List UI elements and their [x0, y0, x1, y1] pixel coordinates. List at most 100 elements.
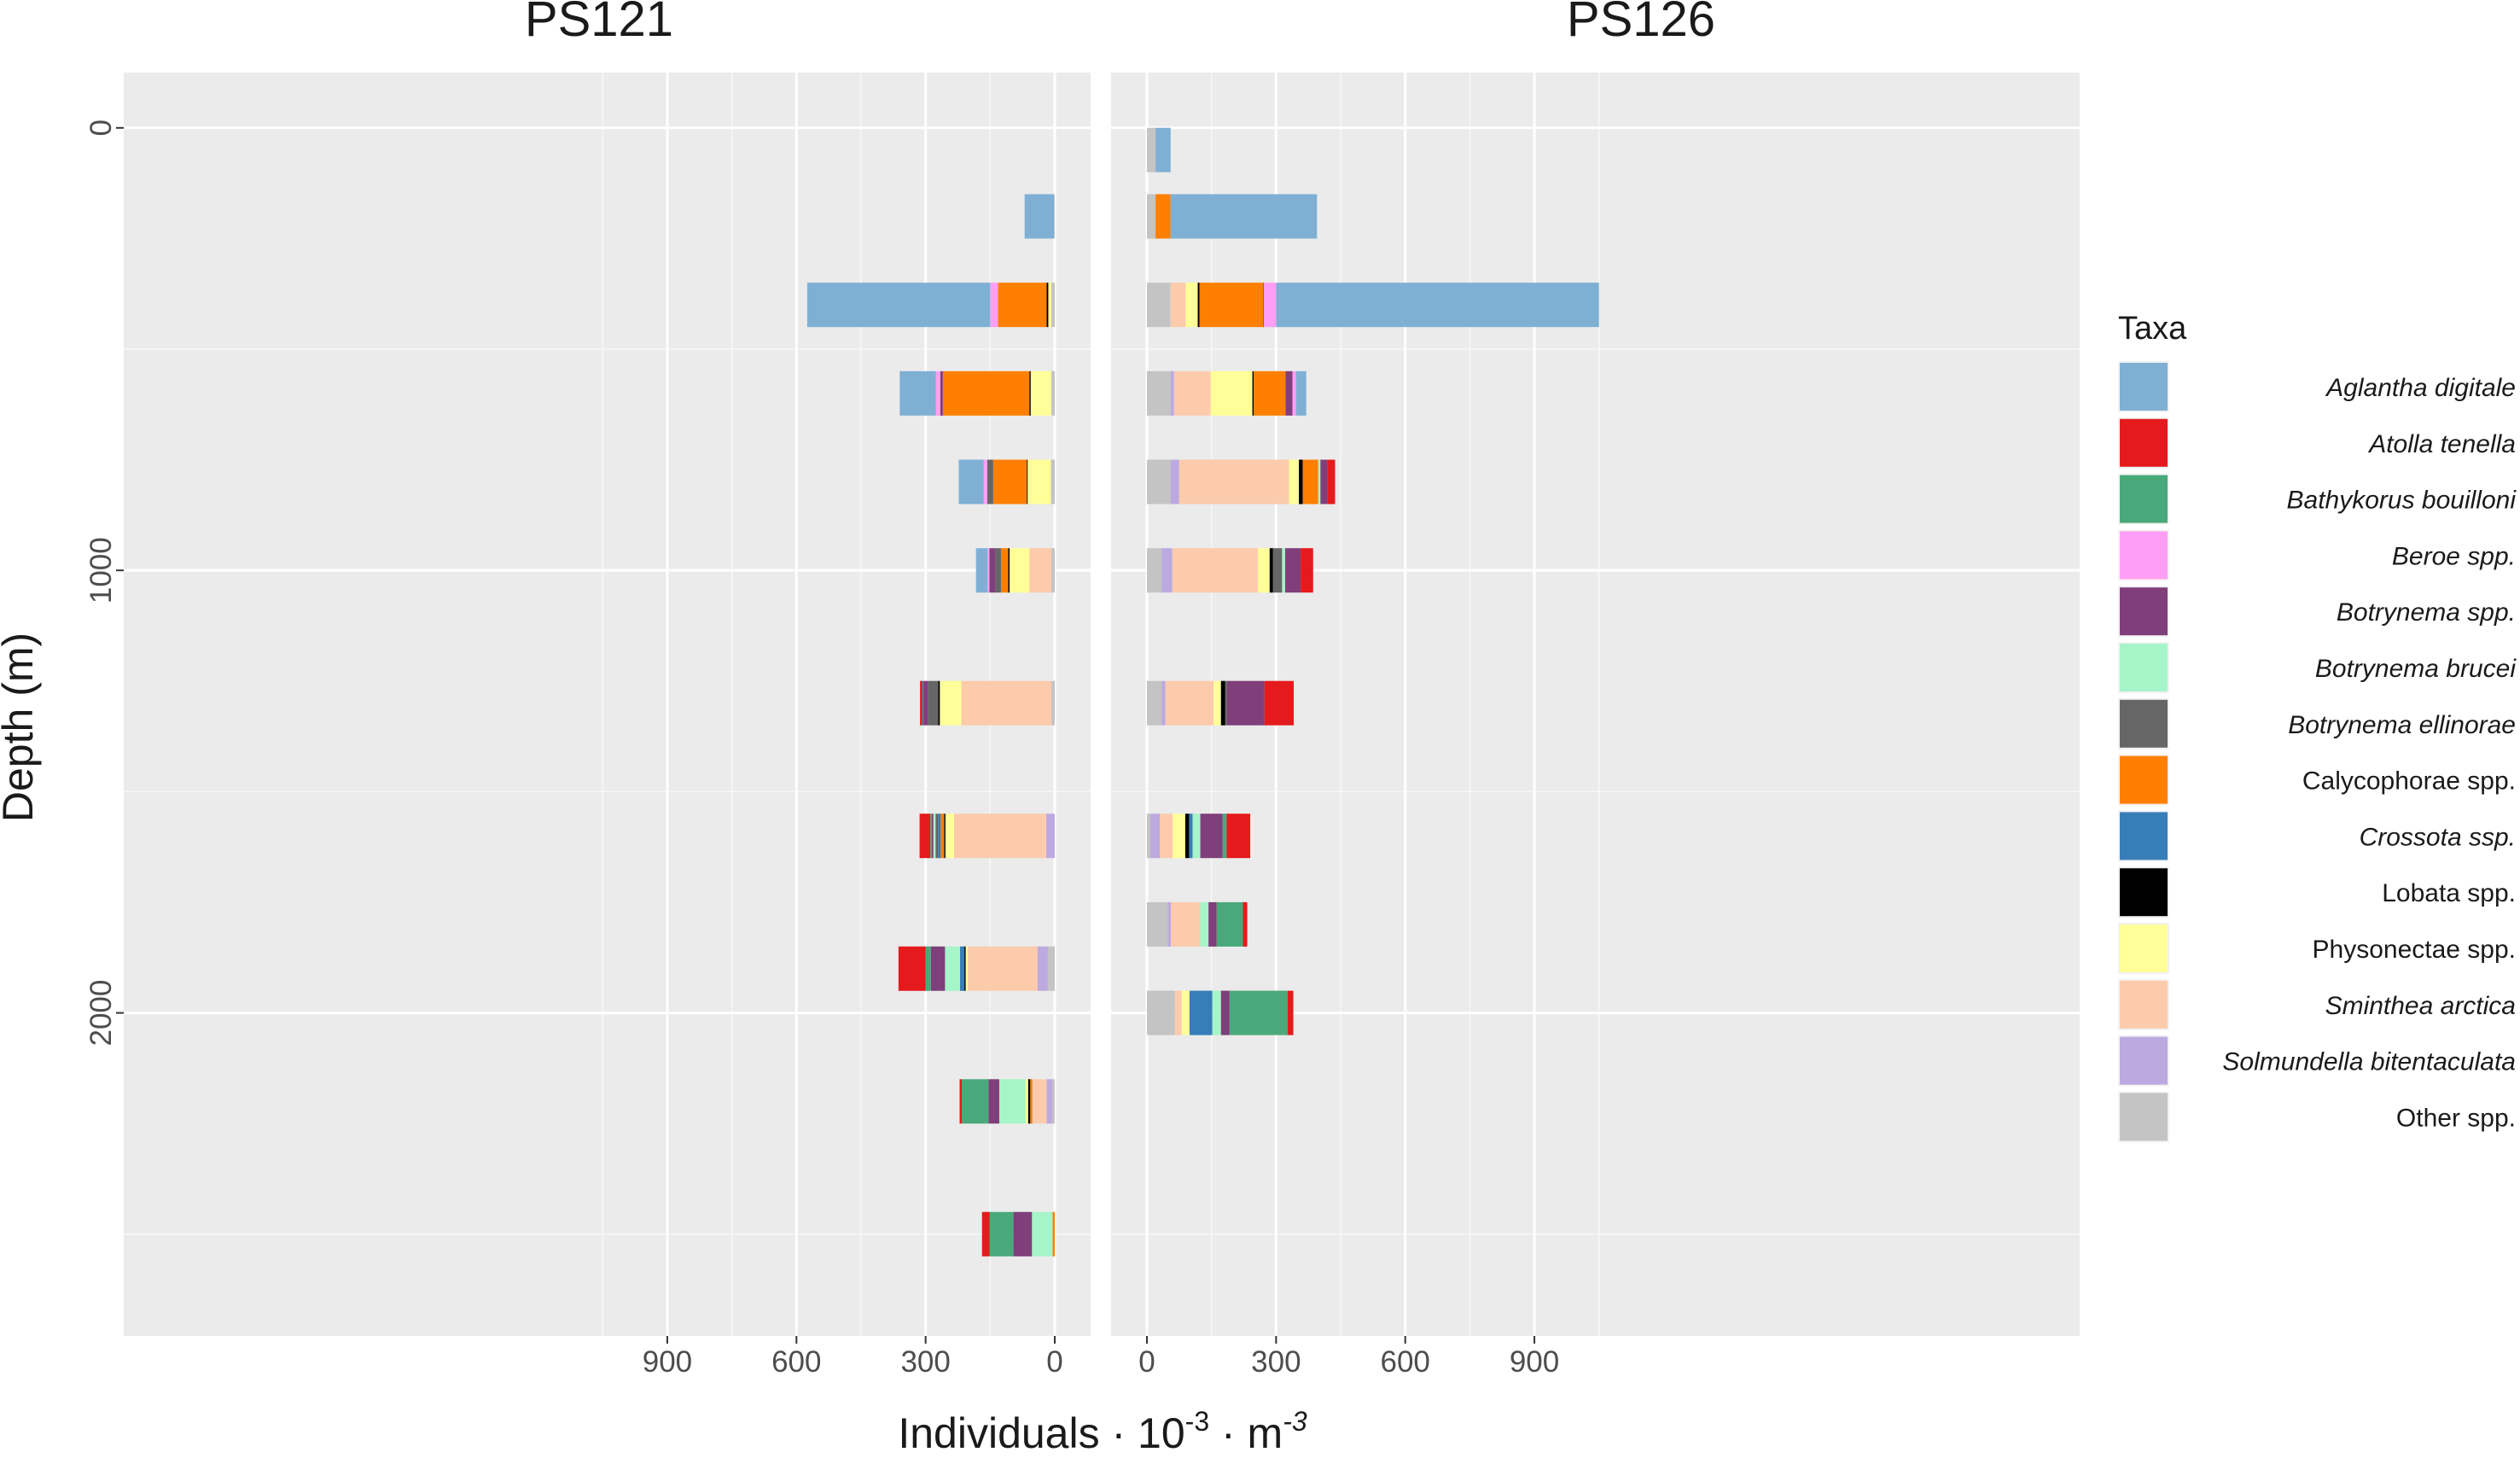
bar-segment-solmundella-bitentaculata: [1161, 548, 1173, 593]
bar-segment-solmundella-bitentaculata: [1150, 814, 1161, 859]
legend-item-sminthea-arctica: Sminthea arctica: [2118, 978, 2516, 1030]
bar-segment-sminthea-arctica: [1171, 901, 1201, 947]
panel-title-ps126: PS126: [1567, 0, 1715, 47]
bar-segment-botrynema-brucei: [1192, 814, 1201, 859]
legend-item-bathykorus-bouilloni: Bathykorus bouilloni: [2118, 473, 2517, 525]
bar-segment-bathykorus-bouilloni: [925, 946, 931, 991]
y-axis: 0 1000 2000: [84, 120, 1536, 1344]
bar-segment-sminthea-arctica: [1173, 370, 1211, 416]
legend-swatch: [2120, 587, 2168, 636]
bar-segment-sminthea-arctica: [1029, 548, 1051, 593]
bar-segment-sminthea-arctica: [1165, 680, 1214, 726]
bar-segment-lobata-spp: [1184, 814, 1190, 859]
bar-segment-solmundella-bitentaculata: [1170, 370, 1174, 416]
bar-segment-beroe-spp: [990, 283, 998, 328]
bar-segment-atolla-tenella: [898, 946, 926, 991]
y-tick-label: 2000: [84, 980, 118, 1047]
legend-label: Other spp.: [2396, 1104, 2516, 1132]
bar-segment-other-spp: [1147, 370, 1171, 416]
bar-segment-other-spp: [1147, 901, 1168, 947]
bar-segment-aglantha-digitale: [899, 370, 936, 416]
bar-ps121-2200m: [959, 1079, 1055, 1124]
legend-label: Sminthea arctica: [2325, 992, 2516, 1020]
bar-segment-physonectae-spp: [1185, 283, 1198, 328]
legend-swatch: [2120, 1093, 2168, 1141]
panel-ps121: 0 300 600 900 PS121: [124, 0, 1091, 1379]
bar-segment-other-spp: [1147, 548, 1162, 593]
legend-label: Botrynema brucei: [2315, 655, 2517, 683]
bar-segment-beroe-spp: [983, 459, 987, 504]
bar-segment-atolla-tenella: [1327, 459, 1336, 504]
bar-segment-calycophorae-spp: [992, 459, 1027, 504]
bar-segment-sminthea-arctica: [1032, 1079, 1047, 1124]
bar-segment-lobata-spp: [1299, 459, 1303, 504]
bar-segment-botrynema-ellinorae: [935, 814, 939, 859]
bar-segment-other-spp: [1053, 194, 1055, 239]
bar-segment-bathykorus-bouilloni: [1229, 990, 1288, 1035]
legend-item-physonectae-spp: Physonectae spp.: [2118, 923, 2516, 974]
legend-label: Botrynema ellinorae: [2288, 711, 2516, 739]
bar-segment-botrynema-ellinorae: [986, 459, 993, 504]
bar-segment-aglantha-digitale: [975, 548, 988, 593]
bar-segment-botrynema-ellinorae: [1225, 680, 1227, 726]
bar-segment-calycophorae-spp: [1052, 1211, 1055, 1257]
bar-segment-atolla-tenella: [959, 1079, 963, 1124]
bar-segment-atolla-tenella: [919, 814, 931, 859]
bar-segment-botrynema-ellinorae: [928, 680, 939, 726]
bar-segment-bathykorus-bouilloni: [1222, 814, 1227, 859]
bar-ps126-200m: [1147, 194, 1318, 239]
x-tick-label-ps126: 900: [1510, 1345, 1559, 1379]
bar-ps121-600m: [899, 370, 1055, 416]
bar-segment-botrynema-spp: [1226, 680, 1265, 726]
bar-segment-lobata-spp: [1008, 548, 1010, 593]
bar-segment-other-spp: [1147, 127, 1156, 172]
bar-segment-other-spp: [1147, 459, 1171, 504]
bar-segment-botrynema-brucei: [1032, 1211, 1053, 1257]
bar-segment-crossota-ssp: [1189, 814, 1193, 859]
bar-ps126-400m: [1147, 283, 1599, 328]
bar-segment-physonectae-spp: [1181, 990, 1190, 1035]
x-tick-label-ps126: 300: [1251, 1345, 1301, 1379]
bar-segment-physonectae-spp: [1210, 370, 1253, 416]
x-axis-title-mid: · m: [1209, 1409, 1283, 1454]
bar-segment-atolla-tenella: [1243, 901, 1248, 947]
bar-segment-botrynema-brucei: [1212, 990, 1221, 1035]
bar-segment-beroe-spp: [1264, 283, 1277, 328]
bar-segment-atolla-tenella: [981, 1211, 990, 1257]
legend-label: Bathykorus bouilloni: [2287, 487, 2517, 515]
bar-segment-other-spp: [1147, 194, 1156, 239]
bar-ps121-1900m: [898, 946, 1055, 991]
legend-label: Botrynema spp.: [2337, 598, 2516, 627]
bar-segment-botrynema-spp: [1208, 901, 1217, 947]
bar-segment-calycophorae-spp: [1000, 548, 1009, 593]
legend-label: Crossota ssp.: [2360, 823, 2516, 851]
bar-segment-physonectae-spp: [1213, 680, 1221, 726]
bar-segment-crossota-ssp: [960, 946, 965, 991]
bar-segment-botrynema-brucei: [1282, 548, 1285, 593]
bar-segment-atolla-tenella: [1301, 548, 1313, 593]
bar-segment-lobata-spp: [1269, 548, 1273, 593]
legend-swatch: [2120, 868, 2168, 917]
bar-segment-calycophorae-spp: [1302, 459, 1318, 504]
legend-label: Lobata spp.: [2382, 879, 2516, 907]
y-tick-label: 0: [84, 120, 118, 136]
bar-segment-calycophorae-spp: [998, 283, 1047, 328]
legend-label: Physonectae spp.: [2313, 936, 2517, 964]
bar-segment-physonectae-spp: [1025, 1079, 1028, 1124]
legend-label: Calycophorae spp.: [2302, 767, 2516, 796]
legend-label: Atolla tenella: [2367, 430, 2516, 458]
legend-item-botrynema-brucei: Botrynema brucei: [2118, 642, 2517, 693]
bar-segment-sminthea-arctica: [1170, 283, 1186, 328]
bar-segment-beroe-spp: [935, 370, 940, 416]
bar-segment-physonectae-spp: [1010, 548, 1030, 593]
bar-segment-botrynema-spp: [940, 370, 943, 416]
bar-segment-bathykorus-bouilloni: [1216, 901, 1243, 947]
panel-ps126: 0 300 600 900 PS126: [1111, 0, 2080, 1379]
axis-titles: Individuals · 10-3 · m-3 Depth (m): [0, 633, 1307, 1457]
bar-segment-botrynema-spp: [923, 680, 928, 726]
bar-segment-sminthea-arctica: [1160, 814, 1173, 859]
bar-segment-calycophorae-spp: [940, 814, 945, 859]
bar-segment-physonectae-spp: [1258, 548, 1270, 593]
bar-ps126-600m: [1147, 370, 1307, 416]
